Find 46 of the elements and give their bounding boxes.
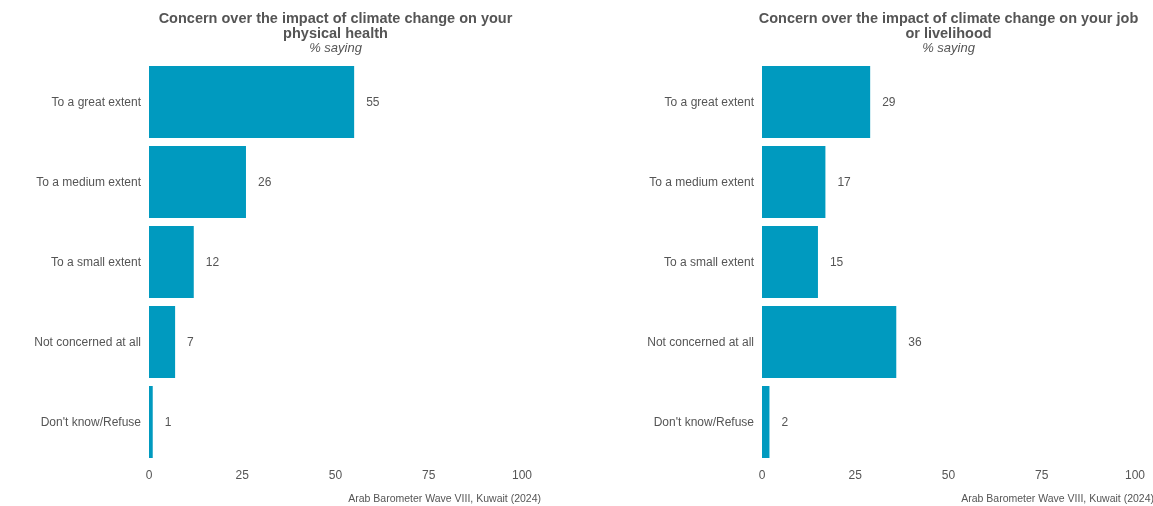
bar <box>762 66 871 138</box>
data-label: 2 <box>781 415 789 430</box>
data-label: 7 <box>187 335 195 350</box>
bar <box>762 226 818 298</box>
bar <box>149 146 246 218</box>
data-label: 1 <box>164 415 172 430</box>
y-tick-label: Not concerned at all <box>647 335 754 350</box>
bar <box>762 386 770 458</box>
x-tick-label: 0 <box>758 467 766 482</box>
x-tick-label: 25 <box>848 467 863 482</box>
data-label: 12 <box>205 255 220 270</box>
y-tick-label: Not concerned at all <box>34 335 141 350</box>
bar <box>149 226 194 298</box>
data-label: 29 <box>882 95 896 110</box>
y-tick-label: To a great extent <box>51 95 142 110</box>
x-tick-label: 100 <box>1124 467 1146 482</box>
y-tick-label: Don't know/Refuse <box>653 415 755 430</box>
chart-subtitle: % saying <box>309 40 363 55</box>
y-tick-label: To a great extent <box>664 95 755 110</box>
bar <box>149 386 153 458</box>
y-tick-label: To a medium extent <box>36 175 142 190</box>
bar <box>149 66 355 138</box>
x-tick-label: 50 <box>328 467 343 482</box>
y-tick-label: To a small extent <box>663 255 755 270</box>
text: Arab Barometer Wave VIII, Kuwait (2024) <box>961 492 1153 504</box>
x-tick-label: 25 <box>235 467 250 482</box>
y-tick-label: Don't know/Refuse <box>40 415 142 430</box>
bar <box>762 146 826 218</box>
chart-subtitle: % saying <box>921 40 976 55</box>
bar <box>762 306 897 378</box>
data-label: 15 <box>829 255 844 270</box>
x-tick-label: 0 <box>145 467 153 482</box>
data-label: 17 <box>837 175 852 190</box>
chart-title: Concern over the impact of climate change on your physical health <box>157 10 514 41</box>
y-tick-label: To a small extent <box>50 255 142 270</box>
bar <box>149 306 176 378</box>
x-tick-label: 100 <box>511 467 533 482</box>
data-label: 36 <box>908 335 922 350</box>
x-tick-label: 75 <box>1035 467 1049 482</box>
data-label: 55 <box>366 95 380 110</box>
x-tick-label: 75 <box>422 467 436 482</box>
chart-title: Concern over the impact of climate change on your job or livelihood <box>757 10 1140 41</box>
x-tick-label: 50 <box>941 467 956 482</box>
data-label: 26 <box>257 175 272 190</box>
text: Arab Barometer Wave VIII, Kuwait (2024) <box>348 492 541 504</box>
y-tick-label: To a medium extent <box>649 175 755 190</box>
